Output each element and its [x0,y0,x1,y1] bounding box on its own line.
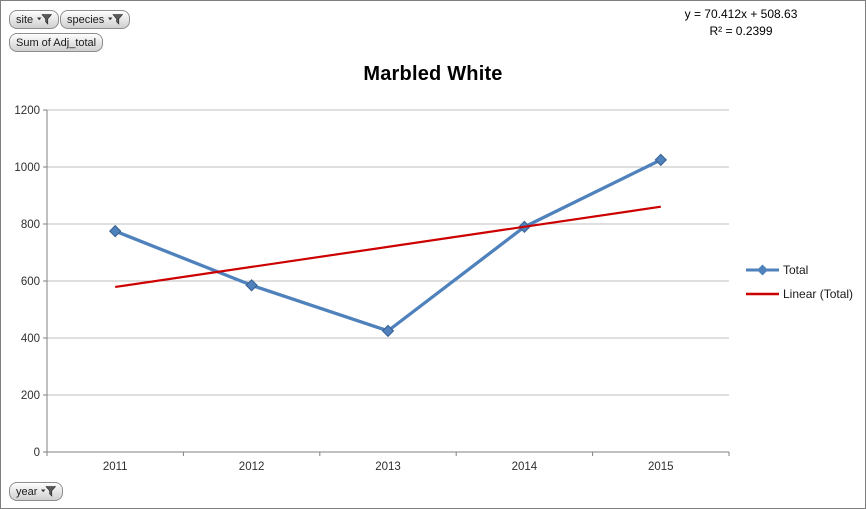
series-line-total[interactable] [114,158,662,333]
filter-dropdown-icon [41,486,57,497]
x-axis-tick-label: 2013 [375,461,401,473]
data-point-marker-2013[interactable] [381,324,395,338]
pivot-value-field-button[interactable]: Sum of Adj_total [9,33,104,52]
y-axis-tick-label: 1200 [14,105,40,117]
trendline[interactable] [115,205,661,289]
pivot-field-button-site[interactable]: site [9,10,60,29]
data-point-marker-2015[interactable] [654,153,668,167]
legend-item-total[interactable]: Total [745,263,853,277]
y-axis-tick-label: 1000 [14,162,40,174]
legend-item-linear-total[interactable]: Linear (Total) [745,287,853,301]
pivot-field-label: year [16,485,38,498]
trendline-r-squared-text: R² = 0.2399 [709,24,773,38]
trendline-equation-text: y = 70.412x + 508.63 [684,7,798,21]
pivot-field-button-year[interactable]: year [9,482,64,501]
pivot-field-button-species[interactable]: species [60,10,131,29]
legend-label-linear-total: Linear (Total) [783,287,854,301]
y-axis-tick-label: 0 [34,447,40,459]
data-point-marker-2012[interactable] [245,279,258,292]
x-axis-tick-label: 2015 [648,461,674,473]
pivot-field-label: site [16,13,34,26]
trendline-equation-label[interactable]: y = 70.412x + 508.63 R² = 0.2399 [626,6,856,40]
x-axis-tick-label: 2011 [103,461,128,473]
chart-title[interactable]: Marbled White [363,63,503,85]
y-axis-tick-label: 600 [21,276,40,288]
filter-dropdown-icon [37,14,53,25]
y-axis-tick-label: 800 [21,219,40,231]
pivot-field-label: species [67,13,105,26]
x-axis-tick-label: 2014 [512,461,538,473]
legend-marker-linear-icon [746,292,779,296]
y-axis-tick-label: 400 [21,333,40,345]
x-axis-tick-label: 2012 [239,461,265,473]
legend-label-total: Total [783,263,809,277]
legend: Total Linear (Total) [745,263,853,301]
filter-dropdown-icon [108,14,124,25]
y-axis-tick-label: 200 [21,390,40,402]
data-point-marker-2011[interactable] [108,224,122,238]
pivot-field-label: Sum of Adj_total [16,36,97,49]
legend-marker-total-icon [746,264,779,276]
